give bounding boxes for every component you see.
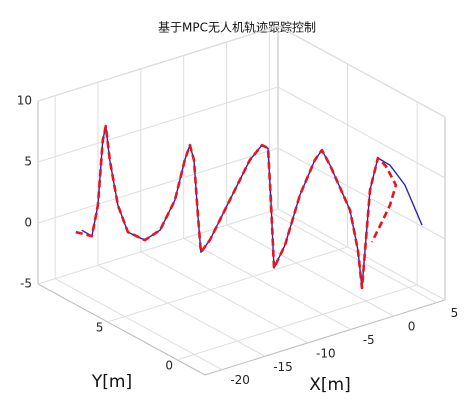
grid-line — [37, 25, 279, 102]
grid-line — [37, 147, 279, 224]
x-tick-label: -15 — [273, 360, 293, 374]
box-edge — [204, 299, 446, 376]
x-tick-label: 0 — [408, 320, 416, 334]
grid-line — [37, 208, 279, 285]
grid-line — [277, 147, 446, 240]
x-tick-label: -5 — [363, 333, 375, 347]
z-tick-label: 5 — [24, 155, 32, 169]
y-tick-label: 0 — [165, 358, 173, 372]
grid-line — [107, 246, 348, 323]
grid-line — [277, 208, 446, 301]
chart-title: 基于MPC无人机轨迹跟踪控制 — [158, 21, 316, 35]
z-tick-label: 10 — [17, 94, 32, 108]
grid-line — [177, 284, 418, 361]
y-tick-label: 5 — [96, 320, 104, 334]
x-axis-label: X[m] — [309, 375, 350, 395]
grid-line — [37, 86, 279, 163]
x-tick-label: -20 — [230, 373, 250, 387]
z-tick-label: -5 — [20, 277, 32, 291]
grid-line — [277, 25, 446, 118]
x-tick-label: -10 — [316, 346, 336, 360]
x-tick-label: 5 — [451, 306, 459, 320]
z-tick-label: 0 — [24, 216, 32, 230]
dashed-line — [75, 124, 398, 290]
y-axis-label: Y[m] — [91, 372, 132, 392]
grid-line — [277, 86, 446, 179]
